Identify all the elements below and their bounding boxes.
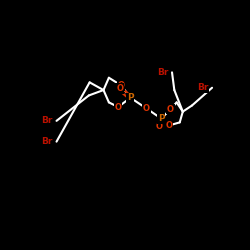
Text: Br: Br: [197, 83, 208, 92]
Text: O: O: [156, 122, 162, 131]
Text: Br: Br: [42, 137, 53, 146]
Text: O: O: [167, 105, 174, 114]
Text: O: O: [114, 102, 121, 112]
Text: P: P: [127, 93, 134, 102]
Text: Br: Br: [42, 116, 53, 125]
Text: O: O: [166, 121, 172, 130]
Text: P: P: [158, 114, 164, 123]
Text: O: O: [116, 84, 123, 93]
Text: O: O: [143, 104, 150, 113]
Text: O: O: [118, 81, 125, 90]
Text: Br: Br: [157, 68, 168, 77]
